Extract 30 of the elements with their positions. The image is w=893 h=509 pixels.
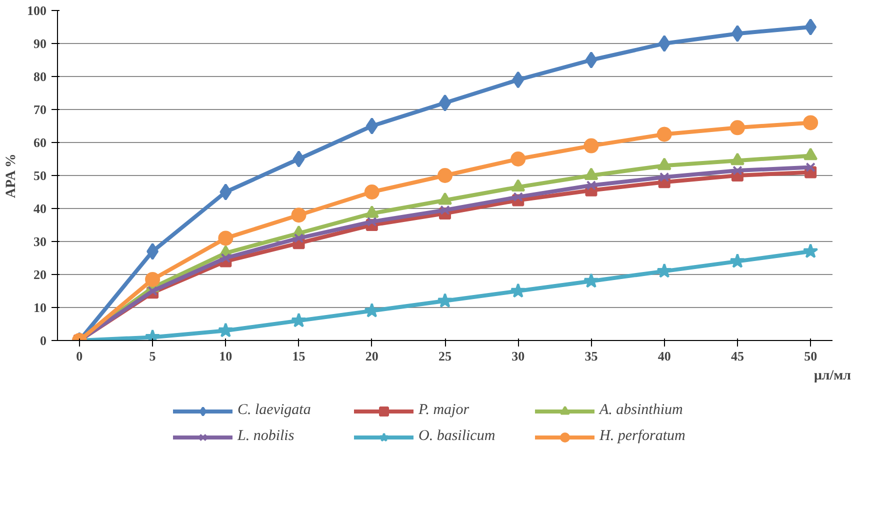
x-tick-label: 0: [76, 348, 83, 364]
x-tick-label: 30: [512, 348, 525, 364]
legend-label: O. basilicum: [418, 428, 496, 445]
x-tick-label: 35: [584, 348, 598, 364]
x-tick-label: 25: [438, 348, 452, 364]
y-tick-label: 90: [34, 36, 46, 51]
y-tick-label: 80: [34, 69, 46, 84]
y-tick-label: 20: [34, 267, 46, 282]
x-tick-label: 45: [730, 348, 744, 364]
x-tick-label: 15: [292, 348, 306, 364]
legend-label: C. laevigata: [238, 402, 312, 419]
x-tick-label: 20: [365, 348, 378, 364]
x-tick-label: 5: [149, 348, 156, 364]
legend-label: H. perforatum: [600, 428, 686, 445]
x-tick-label: 50: [804, 348, 818, 364]
y-axis-title: APA %: [4, 154, 19, 198]
y-tick-label: 30: [34, 234, 46, 249]
y-tick-label: 100: [27, 3, 46, 18]
y-tick-label: 60: [34, 135, 46, 150]
legend-label: P. major: [418, 402, 470, 419]
legend-label: L. nobilis: [238, 428, 296, 445]
y-tick-label: 10: [34, 300, 46, 315]
x-axis-title: μл/мл: [814, 368, 852, 384]
legend-label: A. absinthium: [600, 402, 684, 419]
y-tick-label: 0: [40, 333, 46, 348]
y-tick-label: 70: [34, 102, 46, 117]
y-tick-label: 50: [34, 168, 46, 183]
x-tick-label: 10: [219, 348, 232, 364]
x-tick-label: 40: [658, 348, 671, 364]
y-tick-label: 40: [34, 201, 46, 216]
